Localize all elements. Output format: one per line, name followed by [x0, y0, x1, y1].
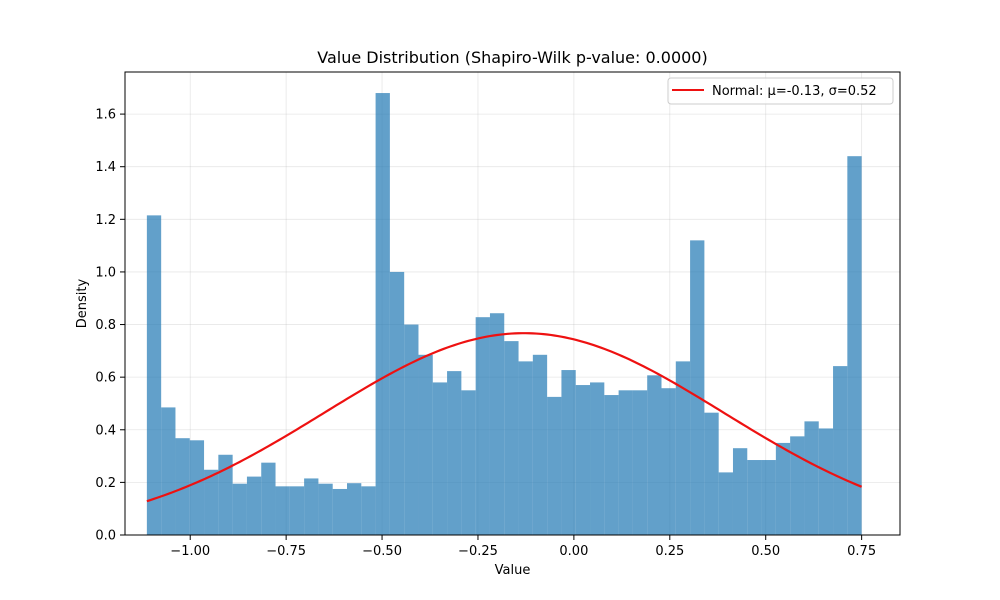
histogram-bar: [718, 472, 733, 535]
x-tick-label: −0.50: [362, 544, 402, 559]
histogram-bar: [575, 385, 591, 535]
histogram-bar: [804, 421, 819, 535]
x-tick-label: −0.25: [458, 544, 498, 559]
grid-lines: [125, 72, 900, 536]
histogram-bar: [289, 486, 305, 535]
y-tick-label: 0.4: [95, 423, 116, 438]
histogram-bar: [489, 313, 505, 535]
histogram-bar: [389, 271, 405, 535]
histogram-bar: [318, 483, 333, 535]
histogram-bars: [146, 93, 862, 535]
histogram-bar: [261, 462, 276, 535]
x-tick-label: −0.75: [266, 544, 306, 559]
histogram-bar: [847, 156, 862, 535]
x-tick-label: 0.50: [751, 544, 780, 559]
legend: Normal: μ=-0.13, σ=0.52: [667, 77, 894, 105]
histogram-bar: [375, 93, 390, 535]
histogram-bar: [618, 390, 633, 535]
histogram-bar: [232, 483, 247, 535]
histogram-bar: [632, 390, 648, 535]
histogram-bar: [361, 486, 376, 535]
histogram-bar: [604, 395, 619, 535]
y-tick-label: 1.0: [95, 265, 116, 280]
histogram-bar: [590, 382, 605, 535]
histogram-bar: [647, 375, 662, 535]
histogram-bar: [218, 454, 233, 535]
y-tick-label: 1.4: [95, 160, 116, 175]
histogram-bar: [504, 341, 519, 535]
histogram-bar: [246, 476, 262, 535]
y-axis-ticks: 0.0 0.2 0.4 0.6 0.8 1.0 1.2 1.4 1.6: [95, 108, 125, 544]
histogram-bar: [146, 215, 162, 535]
histogram-bar: [432, 382, 448, 535]
histogram-bar: [833, 366, 848, 535]
histogram-bar: [747, 460, 762, 535]
histogram-bar: [275, 486, 290, 535]
histogram-bar: [418, 354, 433, 535]
histogram-bar: [347, 483, 362, 535]
histogram-bar: [547, 396, 562, 535]
histogram-bar: [189, 440, 205, 535]
histogram-bar: [790, 436, 805, 535]
histogram-bar: [704, 412, 719, 535]
histogram-bar: [690, 240, 705, 535]
legend-label-normal: Normal: μ=-0.13, σ=0.52: [712, 84, 877, 99]
histogram-bar: [732, 448, 748, 535]
y-tick-label: 0.0: [95, 529, 116, 544]
histogram-bar: [175, 438, 190, 535]
histogram-bar: [332, 488, 348, 535]
histogram-bar: [561, 370, 576, 535]
histogram-bar: [304, 478, 319, 535]
histogram-bar: [775, 442, 791, 535]
y-tick-label: 1.6: [95, 108, 116, 123]
normal-curve: [146, 332, 863, 503]
chart-title: Value Distribution (Shapiro-Wilk p-value…: [317, 48, 707, 67]
y-tick-label: 0.2: [95, 476, 116, 491]
plot-frame: [124, 71, 901, 536]
histogram-bar: [532, 354, 548, 535]
histogram-bar: [204, 469, 219, 535]
legend-box: [667, 77, 894, 105]
y-axis-label: Density: [75, 278, 90, 328]
histogram-bar: [447, 371, 462, 535]
x-tick-label: −1.00: [170, 544, 210, 559]
histogram-bar: [475, 317, 490, 535]
normal-pdf-line: [146, 332, 863, 503]
histogram-bar: [461, 390, 476, 535]
histogram-bar: [661, 388, 676, 535]
x-tick-label: 0.00: [559, 544, 588, 559]
y-tick-label: 1.2: [95, 213, 116, 228]
x-axis-label: Value: [495, 563, 531, 578]
histogram-bar: [161, 407, 176, 535]
x-tick-label: 0.25: [655, 544, 684, 559]
x-axis-ticks: −1.00 −0.75 −0.50 −0.25 0.00 0.25 0.50 0.75: [170, 535, 876, 559]
histogram-bar: [761, 460, 776, 535]
histogram-bar: [675, 361, 691, 535]
y-tick-label: 0.8: [95, 318, 116, 333]
x-tick-label: 0.75: [847, 544, 876, 559]
histogram-bar: [818, 428, 834, 535]
histogram-bar: [404, 324, 419, 535]
y-tick-label: 0.6: [95, 371, 116, 386]
histogram-bar: [518, 361, 533, 535]
